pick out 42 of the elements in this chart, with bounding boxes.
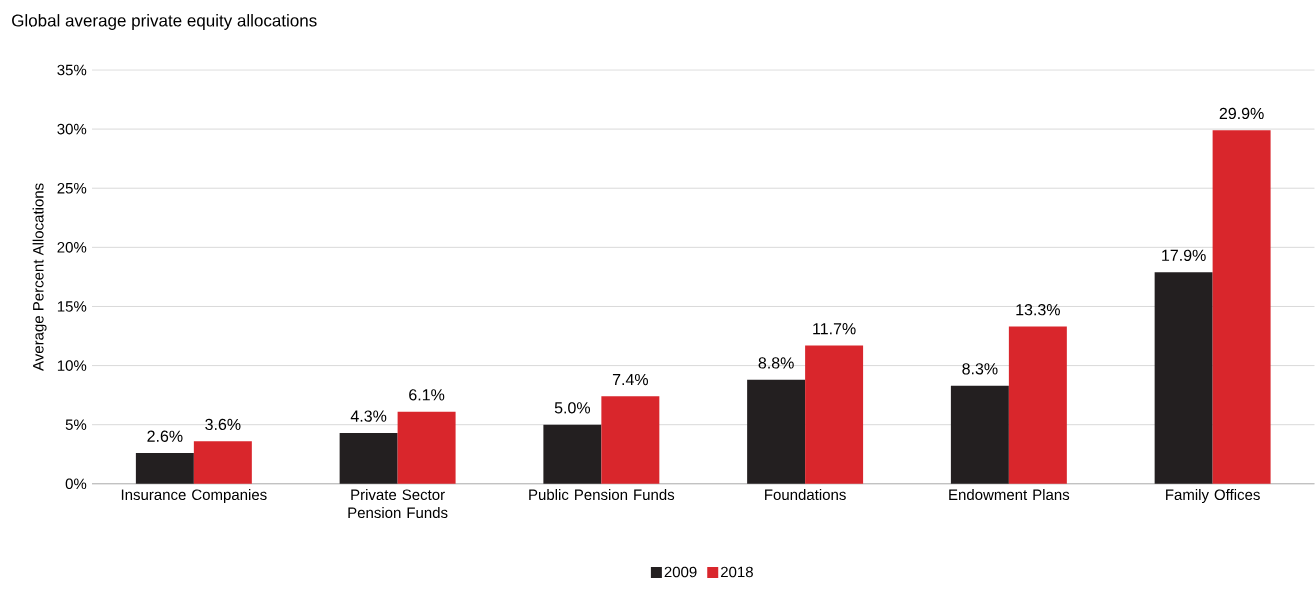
- y-tick-label: 15%: [57, 301, 87, 312]
- x-tick-label: Public Pension Funds: [529, 489, 675, 501]
- x-tick-label: Endowment Plans: [949, 489, 1070, 501]
- y-axis-title: Average Percent Allocations: [32, 183, 47, 372]
- y-tick-label: 10%: [57, 360, 87, 371]
- data-label: 3.6%: [205, 418, 241, 431]
- x-tick-label: Family Offices: [1166, 489, 1260, 504]
- x-tick-label: Insurance Companies: [121, 489, 267, 504]
- bar: [339, 433, 398, 484]
- y-tick-label: 5%: [65, 419, 87, 431]
- bar: [397, 411, 456, 484]
- data-label: 29.9%: [1219, 107, 1264, 120]
- bar: [950, 385, 1009, 484]
- bar: [747, 379, 806, 484]
- y-tick-label: 25%: [57, 183, 87, 194]
- data-label: 2.6%: [147, 430, 183, 442]
- data-label: 13.3%: [1016, 304, 1060, 316]
- data-label: 6.1%: [409, 389, 445, 401]
- data-label: 7.4%: [612, 374, 649, 386]
- y-tick-label: 0%: [65, 478, 87, 490]
- bar: [1008, 326, 1067, 484]
- legend-label: 2018: [720, 566, 753, 578]
- x-tick-label: Foundations: [765, 489, 846, 501]
- bar: [193, 441, 252, 484]
- data-label: 11.7%: [813, 323, 856, 335]
- bar: [543, 424, 602, 484]
- data-label: 17.9%: [1162, 249, 1206, 262]
- data-label: 8.8%: [758, 357, 794, 369]
- data-label: 4.3%: [350, 410, 387, 422]
- y-tick-label: 35%: [57, 64, 87, 76]
- bar: [805, 345, 864, 484]
- bar: [601, 396, 660, 484]
- chart-title: Global average private equity allocations: [12, 14, 317, 31]
- bar: [1154, 272, 1213, 484]
- legend-label: 2009: [664, 566, 697, 578]
- x-tick-label: Private Sector Pension Funds: [348, 489, 448, 519]
- bar: [1212, 130, 1271, 484]
- y-tick-label: 30%: [57, 123, 87, 135]
- y-tick-label: 20%: [57, 242, 87, 253]
- data-label: 5.0%: [554, 402, 591, 414]
- data-label: 8.3%: [962, 363, 998, 375]
- bar: [135, 453, 194, 484]
